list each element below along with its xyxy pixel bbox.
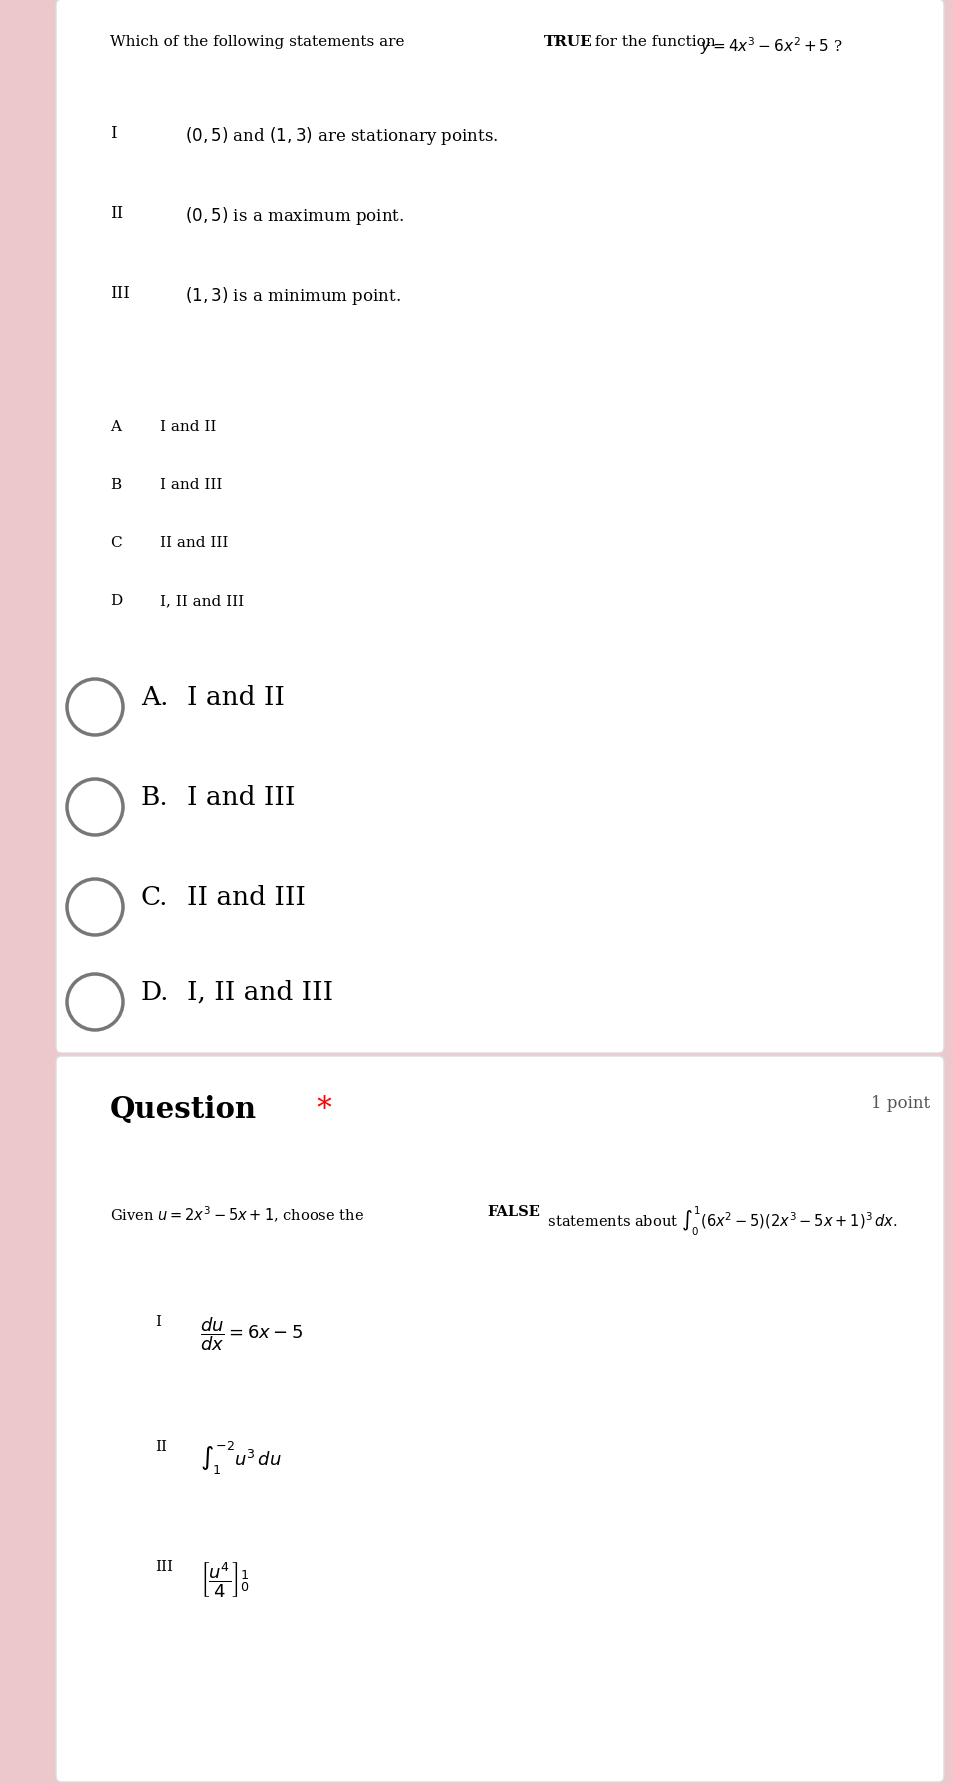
- Text: I and II: I and II: [187, 685, 285, 710]
- Text: III: III: [110, 285, 130, 301]
- Text: *: *: [308, 1095, 332, 1122]
- Text: A.: A.: [141, 685, 169, 710]
- Text: III: III: [154, 1559, 172, 1573]
- Text: B: B: [110, 478, 121, 492]
- Text: I: I: [110, 125, 116, 143]
- Text: II and III: II and III: [187, 885, 306, 910]
- FancyBboxPatch shape: [56, 1056, 943, 1782]
- Text: $\int_1^{-2} u^3\,du$: $\int_1^{-2} u^3\,du$: [200, 1440, 281, 1477]
- Text: $(0,5)$ is a maximum point.: $(0,5)$ is a maximum point.: [185, 205, 404, 227]
- Text: for the function: for the function: [589, 36, 724, 48]
- Text: FALSE: FALSE: [486, 1204, 539, 1218]
- Text: Which of the following statements are: Which of the following statements are: [110, 36, 409, 48]
- Text: II and III: II and III: [160, 535, 228, 549]
- Text: $(0,5)$ and $(1,3)$ are stationary points.: $(0,5)$ and $(1,3)$ are stationary point…: [185, 125, 497, 146]
- Text: $\dfrac{du}{dx} = 6x-5$: $\dfrac{du}{dx} = 6x-5$: [200, 1315, 303, 1352]
- Text: C: C: [110, 535, 121, 549]
- Text: TRUE: TRUE: [543, 36, 592, 48]
- FancyBboxPatch shape: [56, 0, 943, 1053]
- Text: I and III: I and III: [187, 785, 295, 810]
- Text: I and III: I and III: [160, 478, 222, 492]
- Text: $(1,3)$ is a minimum point.: $(1,3)$ is a minimum point.: [185, 285, 400, 307]
- Text: Question: Question: [110, 1095, 256, 1124]
- Text: D.: D.: [141, 979, 170, 1004]
- Text: II: II: [110, 205, 123, 221]
- Text: Given $u=2x^3-5x+1$, choose the: Given $u=2x^3-5x+1$, choose the: [110, 1204, 364, 1226]
- Text: 1 point: 1 point: [870, 1095, 929, 1111]
- Text: A: A: [110, 419, 121, 434]
- Text: statements about $\int_0^1(6x^2-5)(2x^3-5x+1)^3\,dx$.: statements about $\int_0^1(6x^2-5)(2x^3-…: [542, 1204, 897, 1238]
- Text: I, II and III: I, II and III: [187, 979, 333, 1004]
- Text: II: II: [154, 1440, 167, 1454]
- Text: I and II: I and II: [160, 419, 216, 434]
- Text: C.: C.: [141, 885, 169, 910]
- Text: $\left[\dfrac{u^4}{4}\right]_0^1$: $\left[\dfrac{u^4}{4}\right]_0^1$: [200, 1559, 250, 1598]
- Text: D: D: [110, 594, 122, 608]
- Text: $y=4x^3-6x^2+5$ ?: $y=4x^3-6x^2+5$ ?: [700, 36, 842, 57]
- Text: I, II and III: I, II and III: [160, 594, 244, 608]
- Text: B.: B.: [141, 785, 169, 810]
- Text: I: I: [154, 1315, 161, 1329]
